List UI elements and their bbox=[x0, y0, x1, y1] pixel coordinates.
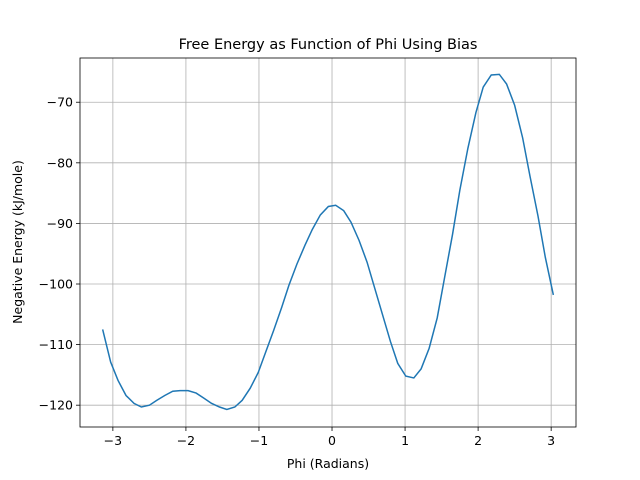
x-tick-label: 0 bbox=[328, 433, 336, 448]
x-tick-label: 2 bbox=[474, 433, 482, 448]
y-tick-label: −100 bbox=[39, 277, 73, 292]
chart-title: Free Energy as Function of Phi Using Bia… bbox=[179, 37, 478, 53]
plot-frame bbox=[79, 57, 577, 428]
y-tick-label: −110 bbox=[39, 337, 73, 352]
y-axis-label: Negative Energy (kJ/mole) bbox=[10, 160, 25, 324]
y-tick-label: −70 bbox=[47, 95, 73, 110]
x-axis-label: Phi (Radians) bbox=[287, 456, 369, 471]
x-tick-label: −2 bbox=[177, 433, 195, 448]
y-tick-label: −80 bbox=[47, 155, 73, 170]
y-tick-label: −120 bbox=[39, 398, 73, 413]
x-tick-label: 3 bbox=[547, 433, 555, 448]
x-tick-label: −3 bbox=[104, 433, 122, 448]
x-tick-label: 1 bbox=[401, 433, 409, 448]
x-tick-label: −1 bbox=[250, 433, 268, 448]
y-tick-label: −90 bbox=[47, 216, 73, 231]
data-line bbox=[101, 73, 555, 411]
